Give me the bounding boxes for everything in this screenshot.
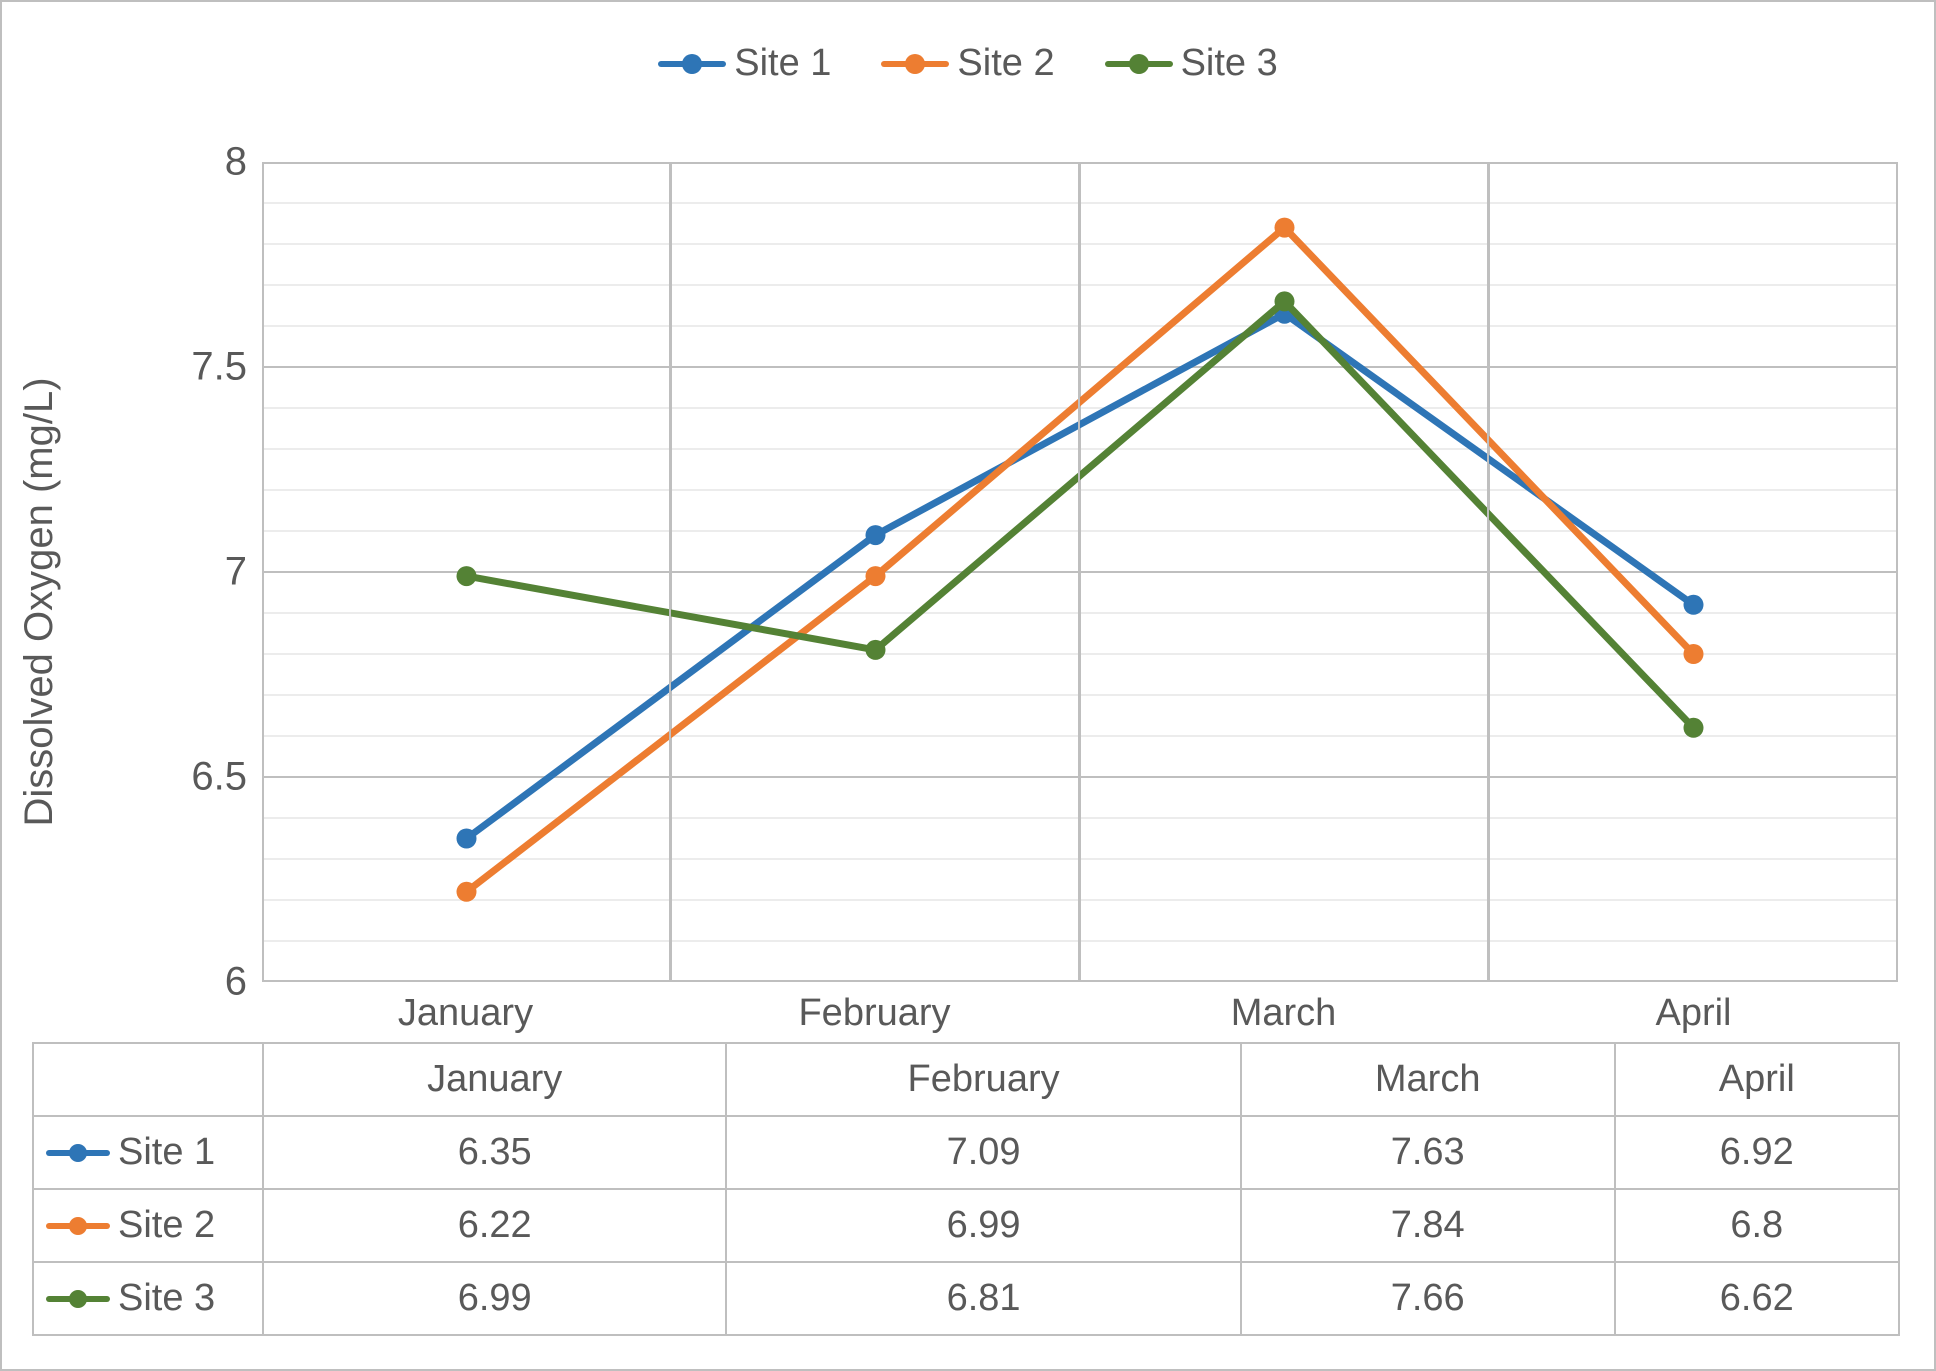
table-cell: 6.62: [1615, 1262, 1899, 1335]
table-column-header: January: [263, 1043, 726, 1116]
table-cell: 6.99: [263, 1262, 726, 1335]
table-column-header: March: [1241, 1043, 1615, 1116]
x-category-segment: March: [1080, 162, 1489, 982]
table-corner-cell: [33, 1043, 263, 1116]
series-name-label: Site 1: [118, 1131, 215, 1174]
legend-item-1: Site 1: [658, 42, 831, 85]
table-cell: 6.8: [1615, 1189, 1899, 1262]
series-swatch: [46, 1223, 110, 1229]
y-tick-label: 7.5: [191, 345, 247, 390]
legend-label: Site 1: [734, 42, 831, 85]
x-tick-label: March: [1231, 992, 1337, 1035]
table-cell: 7.84: [1241, 1189, 1615, 1262]
legend-label: Site 3: [1181, 42, 1278, 85]
table-row-header: Site 1: [33, 1116, 263, 1189]
y-axis-label: Dissolved Oxygen (mg/L): [17, 377, 62, 826]
y-tick-label: 7: [225, 550, 247, 595]
table-cell: 6.35: [263, 1116, 726, 1189]
table-cell: 7.09: [726, 1116, 1240, 1189]
table-row: Site 3 6.996.817.666.62: [33, 1262, 1899, 1335]
x-category-segment: January: [262, 162, 671, 982]
table-cell: 7.63: [1241, 1116, 1615, 1189]
legend-swatch: [881, 61, 949, 67]
y-tick-label: 6: [225, 960, 247, 1005]
table-row: Site 2 6.226.997.846.8: [33, 1189, 1899, 1262]
table-cell: 6.99: [726, 1189, 1240, 1262]
legend: Site 1 Site 2 Site 3: [2, 42, 1934, 85]
table-cell: 7.66: [1241, 1262, 1615, 1335]
legend-label: Site 2: [957, 42, 1054, 85]
legend-swatch: [658, 61, 726, 67]
legend-item-2: Site 2: [881, 42, 1054, 85]
series-swatch: [46, 1150, 110, 1156]
legend-item-3: Site 3: [1105, 42, 1278, 85]
table-column-header: February: [726, 1043, 1240, 1116]
series-name-label: Site 3: [118, 1277, 215, 1320]
table-cell: 6.81: [726, 1262, 1240, 1335]
x-tick-label: April: [1655, 992, 1731, 1035]
table-row: Site 1 6.357.097.636.92: [33, 1116, 1899, 1189]
y-tick-label: 6.5: [191, 755, 247, 800]
x-category-segment: February: [671, 162, 1080, 982]
chart-container: Site 1 Site 2 Site 3 Dissolved Oxygen (mg/…: [0, 0, 1936, 1371]
data-table: JanuaryFebruaryMarchApril Site 1 6.357.09…: [32, 1042, 1900, 1336]
table-row-header: Site 3: [33, 1262, 263, 1335]
plot-area: 66.577.58JanuaryFebruaryMarchApril: [262, 162, 1898, 982]
legend-swatch: [1105, 61, 1173, 67]
table-column-header: April: [1615, 1043, 1899, 1116]
x-tick-label: January: [398, 992, 533, 1035]
y-tick-label: 8: [225, 140, 247, 185]
x-tick-label: February: [798, 992, 950, 1035]
x-category-segment: April: [1489, 162, 1898, 982]
table-cell: 6.22: [263, 1189, 726, 1262]
series-swatch: [46, 1296, 110, 1302]
series-name-label: Site 2: [118, 1204, 215, 1247]
table-cell: 6.92: [1615, 1116, 1899, 1189]
table-row-header: Site 2: [33, 1189, 263, 1262]
